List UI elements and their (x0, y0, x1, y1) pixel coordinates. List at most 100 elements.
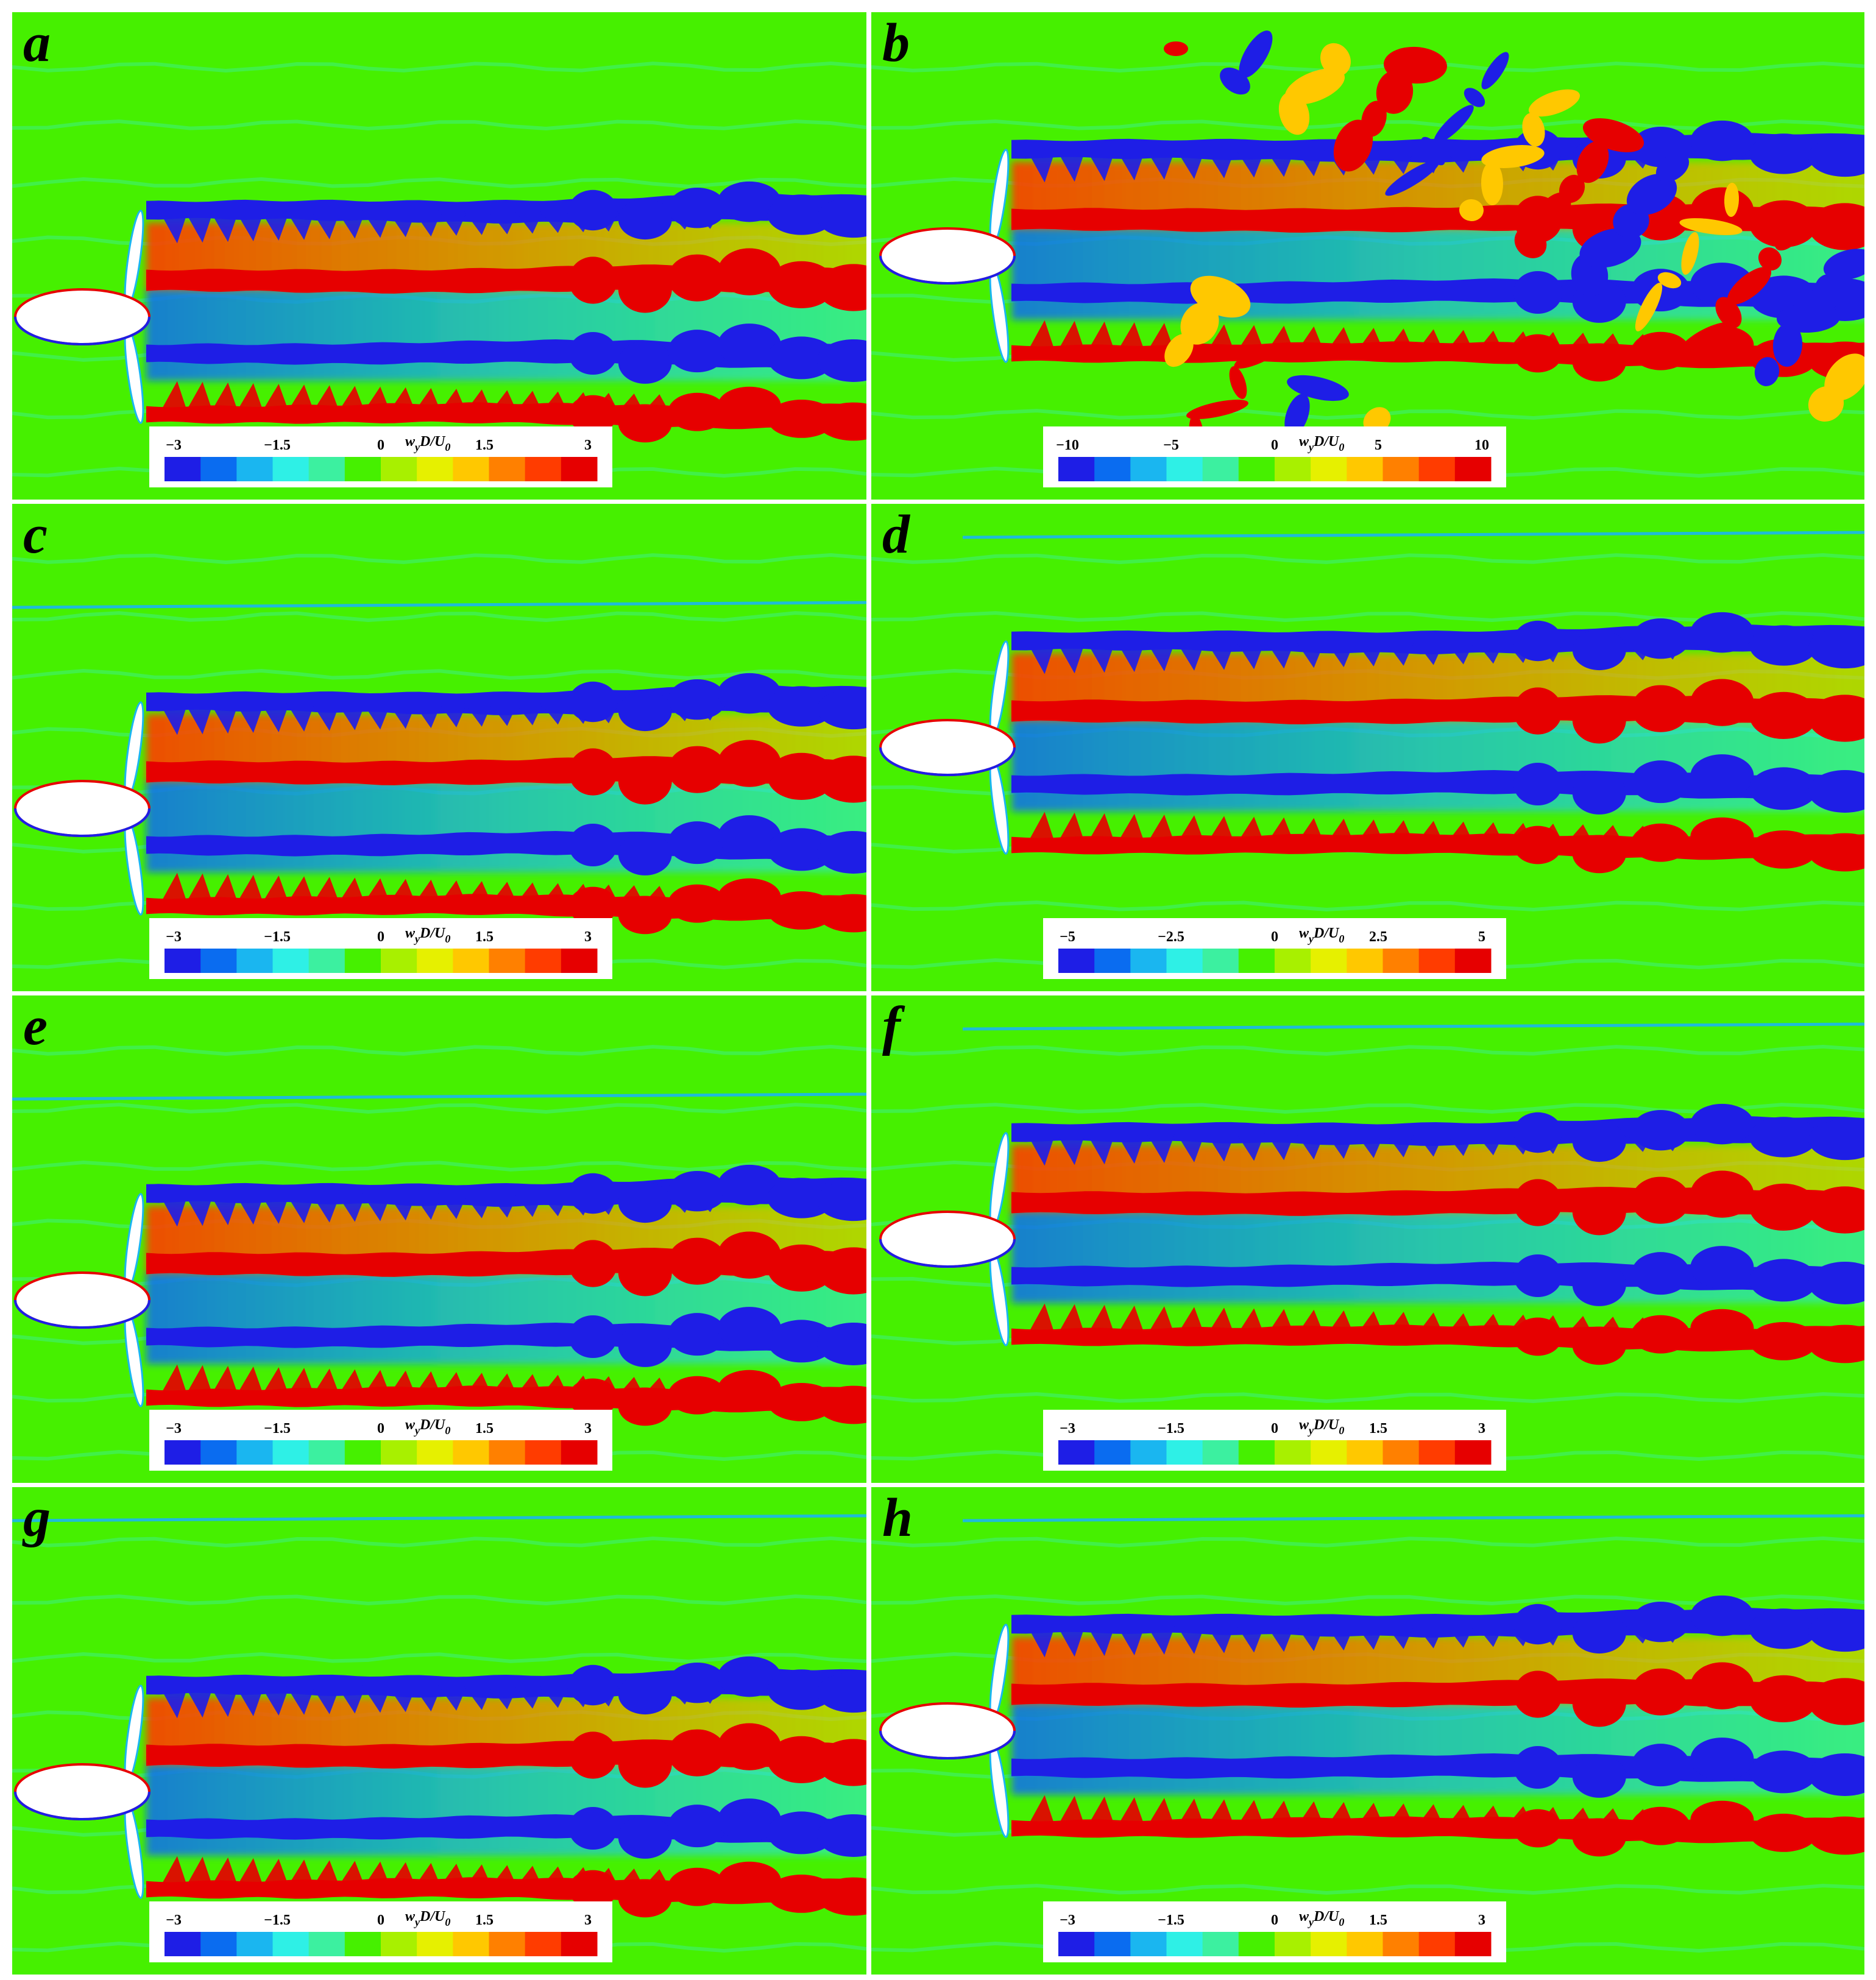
tip-vortex-tooth (286, 1193, 316, 1223)
tip-vortex-tooth (463, 1373, 493, 1398)
ambient-streak (12, 177, 866, 189)
vortex-blob (1749, 1183, 1818, 1231)
tip-vortex-tooth (1086, 1304, 1116, 1337)
tip-vortex-tooth (1295, 1133, 1325, 1160)
turbulent-eddy (1164, 41, 1188, 56)
colorbar-swatch (453, 457, 472, 481)
tip-vortex-tooth (387, 702, 417, 729)
colorbar-tick-label: −1.5 (1158, 1421, 1184, 1437)
turbulent-eddy (1528, 89, 1580, 117)
colorbar-swatch (561, 1440, 579, 1465)
vortex-blob (1808, 203, 1864, 250)
panel-c: c −3 −1.5 0 1.5 3 wyD/U0 (12, 504, 866, 991)
vortex-blob (1749, 1608, 1818, 1649)
vortex-blob (1749, 1814, 1818, 1852)
vortex-blob (568, 1315, 618, 1358)
colorbar-swatch (381, 1440, 400, 1465)
turbulent-eddy (1772, 323, 1803, 367)
colorbar-swatch (434, 1440, 453, 1465)
tip-vortex-tooth (1206, 641, 1236, 670)
turbulent-eddy (1287, 375, 1349, 401)
colorbar-swatch (1130, 1440, 1149, 1465)
colorbar-tick-label: 1.5 (475, 1421, 494, 1437)
tip-vortex-tooth (489, 702, 519, 726)
tip-vortex-tooth (1415, 1804, 1445, 1828)
vortex-blob (816, 1814, 866, 1857)
tip-vortex-tooth (158, 1685, 188, 1719)
tip-vortex-tooth (1236, 816, 1265, 845)
tip-vortex-tooth (1176, 149, 1205, 179)
tip-vortex-tooth (158, 210, 188, 244)
vortex-blob (767, 1244, 836, 1292)
colorbar-swatch (344, 1440, 363, 1465)
colorbar-swatch (507, 457, 526, 481)
tip-vortex-tooth (539, 702, 569, 725)
vortex-blob (1631, 618, 1690, 659)
colorbar-tick-label: −1.5 (1158, 1912, 1184, 1928)
vortex-blob (767, 891, 836, 930)
colorbar-swatch (1292, 949, 1311, 973)
vortex-blob (1572, 1263, 1626, 1306)
colorbar-tick-label: −5 (1060, 929, 1075, 945)
vortex-blob (767, 400, 836, 438)
vortex-blob (618, 1182, 672, 1223)
colorbar-swatch (327, 457, 345, 481)
tip-vortex-tooth (210, 210, 239, 242)
colorbar-tick-label: 0 (1271, 929, 1278, 945)
vortex-blob (1808, 1186, 1864, 1234)
tip-vortex-tooth (1474, 1624, 1504, 1647)
tip-vortex-tooth (1236, 1308, 1265, 1337)
tip-vortex-tooth (387, 879, 417, 906)
colorbar-swatch (398, 1932, 417, 1956)
turbulent-eddy (1229, 366, 1247, 399)
colorbar-title: wyD/U0 (405, 434, 450, 453)
colorbar-swatch (417, 949, 436, 973)
hub-lower-edge (879, 255, 1016, 285)
vortex-blob (568, 1173, 618, 1214)
vortex-blob (717, 878, 781, 917)
vortex-blob (618, 1674, 672, 1715)
tip-vortex-tooth (260, 1193, 290, 1224)
colorbar-swatch (344, 1932, 363, 1956)
vortex-blob (568, 1240, 618, 1287)
vortex-blob (767, 261, 836, 309)
vortex-blob (1808, 833, 1864, 872)
vortex-blob (618, 199, 672, 240)
tip-vortex-tooth (387, 1193, 417, 1221)
tip-vortex-tooth (1145, 1798, 1175, 1828)
colorbar-swatch (344, 949, 363, 973)
tip-vortex-tooth (362, 1193, 392, 1222)
vortex-band (1011, 754, 1864, 815)
tip-vortex-tooth (1355, 641, 1385, 666)
colorbar-swatch (327, 1440, 345, 1465)
tip-vortex-tooth (1445, 149, 1474, 173)
vortex-blob (1749, 625, 1818, 666)
colorbar-tick-label: 1.5 (1369, 1912, 1387, 1928)
colorbar-swatch (1058, 457, 1077, 481)
tip-vortex-tooth (1415, 1624, 1445, 1649)
tip-vortex-tooth (438, 1685, 468, 1711)
tip-vortex-tooth (1474, 1133, 1504, 1156)
vortex-band (1011, 612, 1864, 674)
colorbar-swatch (398, 949, 417, 973)
vortex-blob (816, 1322, 866, 1365)
vortex-blob (568, 681, 618, 723)
tip-vortex-tooth (336, 210, 366, 239)
ambient-streak (12, 1652, 866, 1664)
colorbar-swatch (344, 457, 363, 481)
tip-vortex-tooth (286, 1368, 316, 1398)
colorbar-swatch (1238, 1440, 1257, 1465)
hub-lower-edge (879, 1239, 1016, 1268)
colorbar-swatch (1473, 457, 1492, 481)
panel-label-b: b (882, 13, 910, 73)
colorbar-swatch (182, 457, 201, 481)
colorbar-swatch (1202, 1440, 1221, 1465)
colorbar-swatch (200, 457, 219, 481)
tip-vortex-tooth (184, 381, 214, 414)
shear-line (12, 1514, 866, 1522)
colorbar-swatch (1347, 1440, 1365, 1465)
turbulent-eddy (1186, 400, 1248, 419)
vortex-blob (618, 1387, 672, 1426)
tip-vortex-tooth (1355, 1803, 1385, 1828)
tip-vortex-tooth (463, 702, 493, 727)
